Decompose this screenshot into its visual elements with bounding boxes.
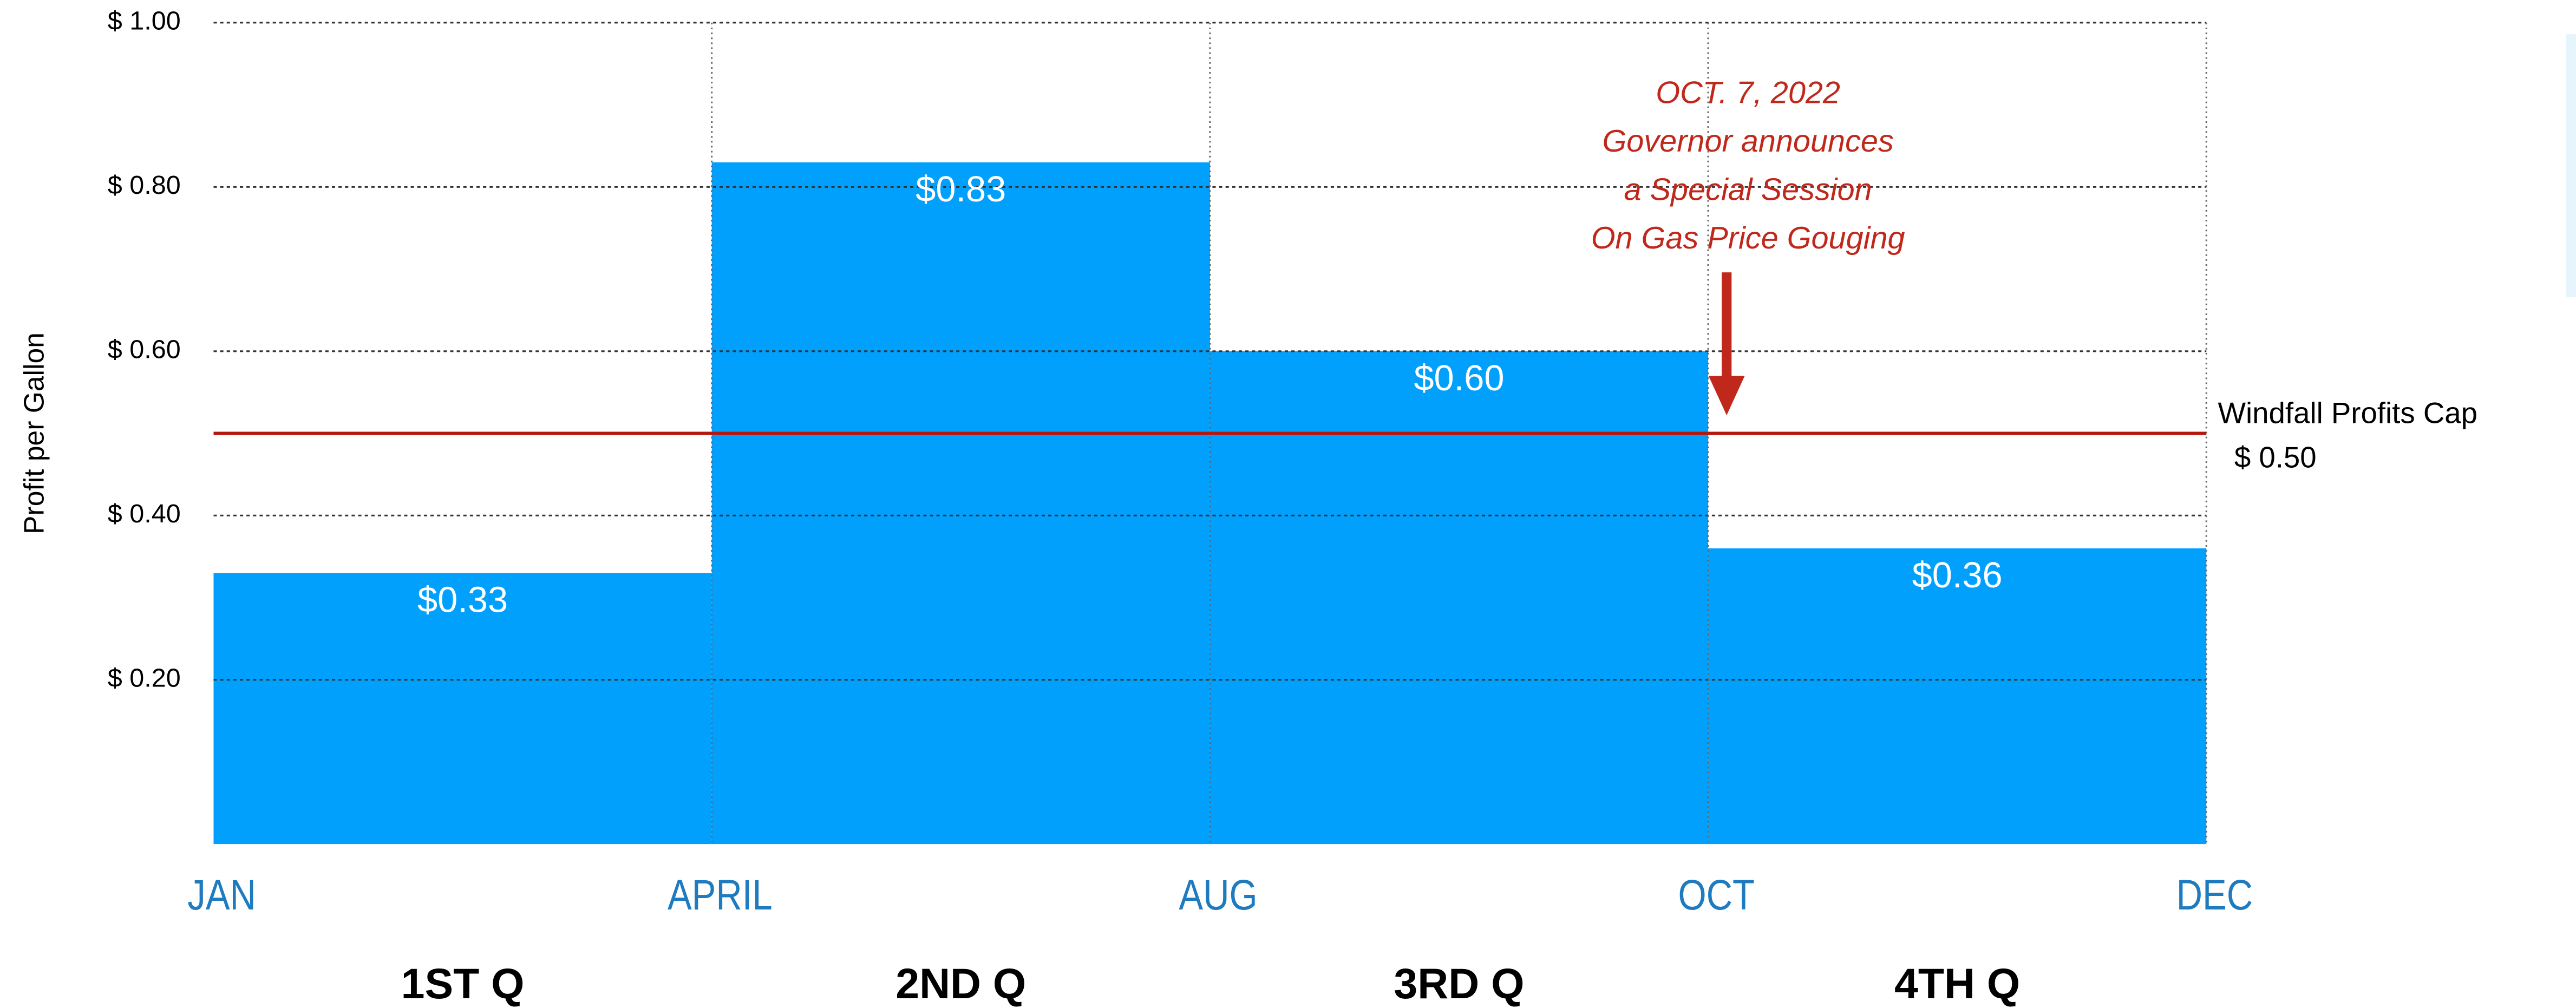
y-tick-label: $ 0.20 [108, 664, 181, 693]
y-axis-label: Profit per Gallon [18, 332, 49, 534]
edge-strip [2566, 34, 2576, 297]
value-label: $0.36 [1912, 555, 2003, 595]
bar [1708, 548, 2207, 845]
reference-value-label: $ 0.50 [2234, 441, 2317, 474]
y-tick-label: $ 0.80 [108, 171, 181, 200]
value-label: $0.83 [916, 169, 1006, 210]
y-tick-label: $ 1.00 [108, 6, 181, 36]
category-label: 1ST Q [401, 960, 525, 1007]
annotation-text: Governor announces [1602, 124, 1893, 159]
x-edge-label: AUG [1179, 871, 1257, 919]
value-label: $0.33 [417, 580, 508, 620]
category-label: 2ND Q [895, 960, 1026, 1007]
annotation-text: On Gas Price Gouging [1591, 221, 1905, 256]
annotation-text: OCT. 7, 2022 [1656, 76, 1840, 110]
bar [213, 573, 712, 845]
x-edge-label: OCT [1678, 871, 1755, 919]
x-edge-label: APRIL [668, 871, 773, 919]
category-label: 3RD Q [1394, 960, 1524, 1007]
category-label: 4TH Q [1894, 960, 2020, 1007]
x-edge-label: DEC [2176, 871, 2253, 919]
annotation-text: a Special Session [1624, 173, 1872, 207]
y-tick-label: $ 0.60 [108, 335, 181, 364]
bar [1209, 351, 1709, 845]
bar [711, 162, 1210, 845]
value-label: $0.60 [1414, 358, 1504, 398]
y-tick-label: $ 0.40 [108, 499, 181, 528]
annotation-arrow-head [1708, 376, 1745, 416]
x-edge-label: JAN [187, 871, 256, 919]
reference-label: Windfall Profits Cap [2218, 397, 2477, 430]
